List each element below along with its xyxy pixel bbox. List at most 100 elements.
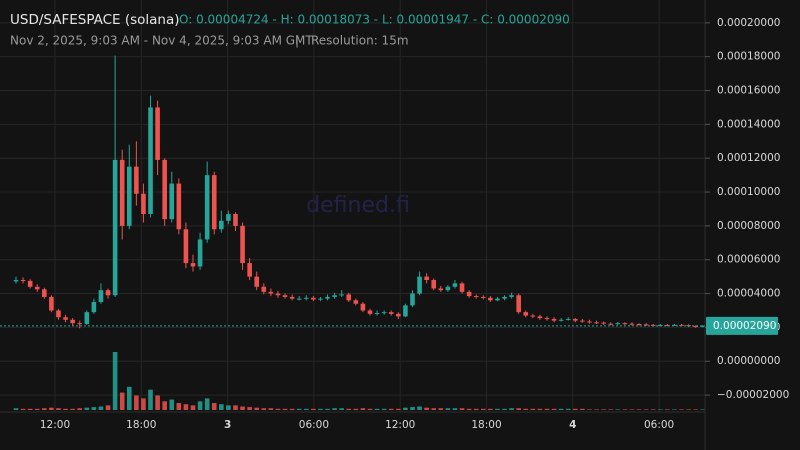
volume-bar xyxy=(84,407,90,410)
candle-body xyxy=(530,315,536,317)
candle-body xyxy=(56,310,61,318)
y-tick-label: 0.00006000 xyxy=(717,254,780,266)
volume-bar xyxy=(77,408,83,410)
candle-body xyxy=(445,286,451,291)
axes: 0.00020000 0.00018000 0.00016000 0.00014000… xyxy=(40,17,789,431)
y-tick-label: 0.00004000 xyxy=(717,288,780,300)
candle-body xyxy=(197,239,203,267)
candle-body xyxy=(282,295,288,297)
candle-body xyxy=(49,296,54,311)
candle-body xyxy=(42,289,47,297)
volume-bar xyxy=(155,395,160,410)
candle-body xyxy=(332,295,337,297)
x-tick-label: 06:00 xyxy=(644,419,674,431)
candle-body xyxy=(339,294,344,296)
volume-bar xyxy=(63,408,68,410)
candle-body xyxy=(112,159,118,296)
volume-bar xyxy=(551,408,557,410)
volume-bar xyxy=(27,408,33,410)
y-tick-label: 0.00018000 xyxy=(717,51,780,63)
volume-bar xyxy=(636,409,642,410)
volume-bar xyxy=(565,408,571,410)
candle-body xyxy=(573,318,578,321)
candle-body xyxy=(672,324,677,326)
volume-bar xyxy=(509,408,514,410)
candle-body xyxy=(544,318,550,320)
candle-body xyxy=(126,166,132,226)
y-tick-label: 0.00012000 xyxy=(717,152,780,164)
candle-body xyxy=(502,296,507,299)
candle-body xyxy=(289,296,295,299)
candle-body xyxy=(303,297,309,299)
volume-bar xyxy=(91,407,97,410)
volume-bar xyxy=(296,408,302,410)
volume-bar xyxy=(523,408,529,410)
candle-body xyxy=(452,283,458,287)
candle-body xyxy=(417,276,422,294)
volume-bar xyxy=(410,407,415,410)
candle-body xyxy=(558,319,564,321)
candle-body xyxy=(608,323,614,325)
volume-bar xyxy=(20,408,26,410)
volume-bar xyxy=(346,408,352,410)
candle-body xyxy=(665,325,670,327)
volume-bar xyxy=(190,405,196,410)
candle-body xyxy=(240,225,245,264)
volume-bar xyxy=(473,408,479,410)
volume-bar xyxy=(325,408,330,410)
candle-body xyxy=(636,324,642,326)
candle-body xyxy=(20,280,26,282)
candle-body xyxy=(693,326,698,328)
candle-body xyxy=(580,320,585,322)
y-tick-label: −0.00002000 xyxy=(717,389,789,401)
volume-bar xyxy=(254,407,260,410)
y-tick-label: 0.00000000 xyxy=(717,355,780,367)
candle-body xyxy=(325,296,330,299)
volume-bar xyxy=(240,406,245,410)
y-tick-label: 0.00016000 xyxy=(717,85,780,97)
candle-body xyxy=(119,159,125,226)
last-price-label: 0.00002090 xyxy=(713,320,776,332)
candle-body xyxy=(679,324,684,326)
candle-body xyxy=(509,295,514,297)
candle-body xyxy=(105,290,111,296)
volume-bar xyxy=(544,408,550,410)
candle-body xyxy=(155,107,160,160)
candle-body xyxy=(63,317,68,320)
x-tick-label: 06:00 xyxy=(299,419,329,431)
ohlc-summary: O: 0.00004724 - H: 0.00018073 - L: 0.000… xyxy=(179,13,570,27)
candle-body xyxy=(77,323,83,325)
volume-bar xyxy=(417,406,422,410)
volume-bar xyxy=(388,408,394,410)
candle-body xyxy=(700,325,706,327)
candle-body xyxy=(438,288,444,291)
candle-body xyxy=(34,286,40,290)
volume-bar xyxy=(134,395,139,410)
volume-bar xyxy=(452,408,458,410)
candle-body xyxy=(233,214,238,226)
volume-bar xyxy=(686,409,691,410)
volume-bar xyxy=(126,386,132,410)
candle-body xyxy=(226,214,231,221)
volume-bar xyxy=(665,409,670,410)
x-tick-label: 4 xyxy=(569,419,576,431)
candle-body xyxy=(98,290,104,303)
volume-bar xyxy=(360,408,366,410)
volume-bar xyxy=(488,408,493,410)
volume-bar xyxy=(459,408,465,410)
candle-body xyxy=(183,229,189,264)
volume-bar xyxy=(141,398,146,410)
candle-body xyxy=(148,107,153,215)
volume-bar xyxy=(332,408,337,410)
candle-body xyxy=(176,183,182,230)
volume-bar xyxy=(56,408,61,410)
volume-bar xyxy=(318,408,323,410)
volume-bar xyxy=(211,403,217,410)
candle-body xyxy=(134,166,139,194)
y-tick-label: 0.00014000 xyxy=(717,118,780,130)
volume-bar xyxy=(587,409,592,410)
candle-body xyxy=(551,318,557,321)
volume-bar xyxy=(495,408,500,410)
